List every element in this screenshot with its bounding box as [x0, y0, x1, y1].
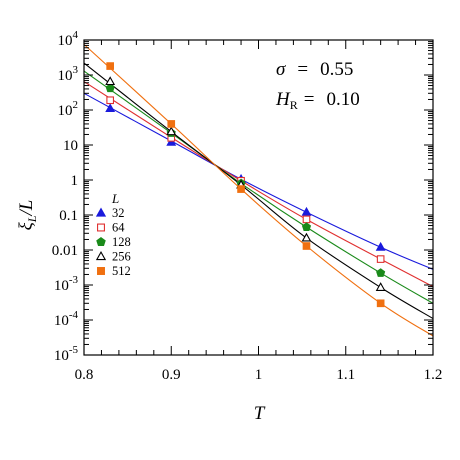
- y-tick-label: 10-5: [54, 344, 79, 364]
- data-point-512: [302, 242, 311, 250]
- y-tick-label: 103: [58, 64, 79, 84]
- y-tick-label: 0.1: [59, 208, 78, 224]
- y-tick-label: 10-4: [54, 309, 79, 329]
- legend-marker-256: [95, 250, 107, 261]
- data-point-256: [166, 126, 177, 136]
- y-tick-label: 10-3: [54, 274, 79, 294]
- data-point-128: [105, 83, 115, 93]
- y-tick-exponent: -5: [69, 344, 79, 356]
- legend-label-512: 512: [112, 264, 131, 278]
- y-tick-exponent: 4: [73, 29, 79, 41]
- x-tick-label: 1: [255, 367, 263, 383]
- data-point-256: [301, 232, 312, 242]
- hr-equals: =: [304, 89, 315, 110]
- data-point-128: [376, 268, 386, 277]
- y-axis-label-sub: L: [25, 215, 39, 223]
- sigma-symbol: σ: [276, 59, 286, 80]
- data-point-32: [375, 241, 386, 251]
- y-tick-label: 10: [63, 138, 78, 154]
- data-point-64: [106, 96, 115, 105]
- sigma-value: 0.55: [320, 59, 353, 80]
- legend-label-64: 64: [112, 221, 125, 235]
- data-markers: [105, 62, 386, 308]
- axis-ticks: [83, 39, 434, 356]
- data-point-32: [301, 206, 312, 216]
- y-tick-label: 104: [58, 29, 79, 49]
- legend-marker-32: [95, 207, 107, 217]
- data-point-512: [106, 62, 115, 70]
- y-tick-base: 10: [54, 278, 69, 294]
- sigma-annotation: σ = 0.55: [276, 59, 353, 80]
- x-tick-label: 0.9: [162, 367, 181, 383]
- legend-marker-512: [97, 267, 105, 275]
- tick-labels: 0.8 0.9 1 1.1 1.210-510-410-30.010.111010210…: [52, 29, 443, 383]
- data-point-64: [302, 215, 311, 224]
- data-point-512: [376, 299, 385, 308]
- x-tick-label: 1.1: [336, 367, 355, 383]
- y-tick-base: 10: [54, 348, 69, 364]
- x-axis-label: T: [254, 403, 266, 424]
- x-tick-label: 1.2: [424, 367, 443, 383]
- y-axis-label-rest: /L: [16, 200, 37, 217]
- hr-subscript: R: [290, 98, 298, 112]
- y-axis-label-xi: ξ: [16, 221, 37, 230]
- hr-value: 0.10: [326, 89, 359, 110]
- data-point-256: [375, 282, 386, 291]
- data-point-256: [105, 76, 116, 86]
- legend-label-256: 256: [112, 250, 131, 264]
- hr-symbol: H: [275, 89, 291, 110]
- hr-annotation: HR = 0.10: [275, 89, 360, 112]
- y-axis-label: ξL/L: [16, 200, 39, 231]
- legend-label-32: 32: [112, 206, 125, 220]
- y-tick-base: 10: [58, 33, 73, 49]
- legend-title: L: [111, 191, 119, 206]
- data-point-32: [105, 103, 116, 113]
- y-tick-label: 102: [58, 99, 79, 119]
- y-tick-exponent: -4: [69, 309, 79, 321]
- legend-marker-64: [97, 223, 105, 232]
- y-tick-exponent: 3: [73, 64, 79, 76]
- y-tick-label: 1: [71, 173, 79, 189]
- y-tick-base: 10: [58, 103, 73, 119]
- y-tick-label: 0.01: [52, 243, 78, 259]
- y-tick-exponent: 2: [73, 99, 79, 111]
- y-tick-base: 10: [58, 68, 73, 84]
- data-point-64: [376, 255, 385, 263]
- data-point-512: [167, 120, 176, 128]
- y-tick-base: 10: [54, 313, 69, 329]
- legend-marker-128: [96, 236, 106, 247]
- sigma-equals: =: [297, 59, 308, 80]
- y-tick-exponent: -3: [69, 274, 79, 286]
- legend-label-128: 128: [112, 235, 131, 249]
- data-point-128: [301, 222, 312, 232]
- x-tick-label: 0.8: [75, 367, 94, 383]
- data-point-512: [237, 185, 245, 193]
